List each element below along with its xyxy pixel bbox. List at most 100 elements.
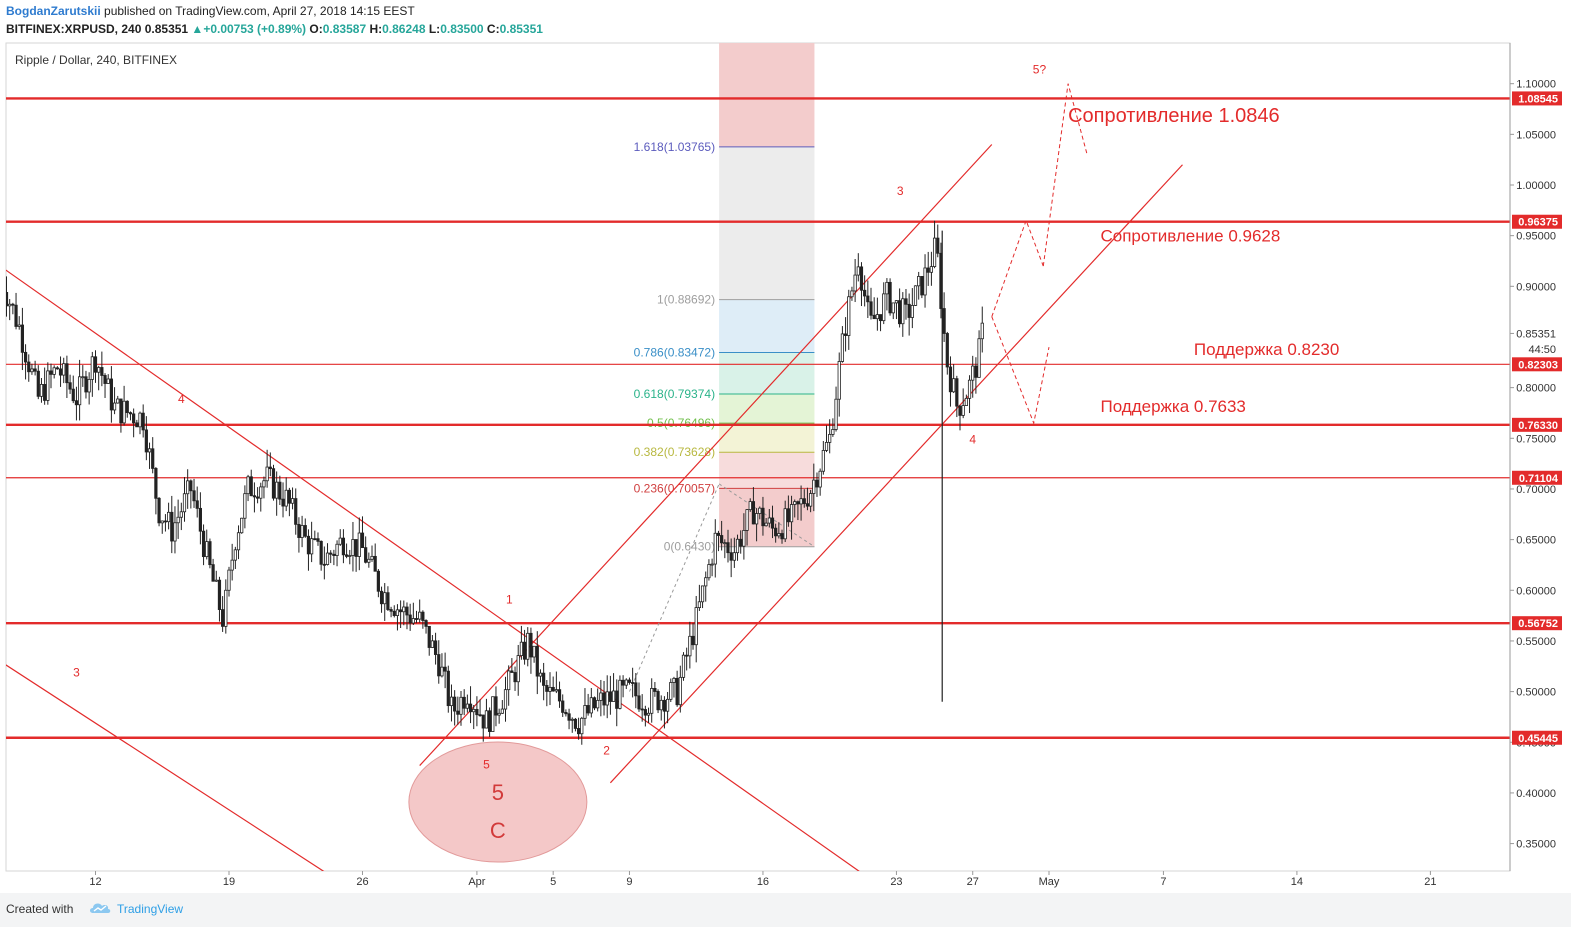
candle [192,478,196,508]
candle [297,517,301,553]
projection-path-0 [991,316,1050,425]
candle-body [297,523,301,538]
candle-body [526,632,530,660]
candle-body [783,508,787,540]
candle [364,536,368,564]
candle-body [344,554,349,557]
candle-body [163,520,168,523]
candle [675,670,679,707]
candle-body [666,698,670,712]
candle-body [650,688,654,714]
candle-body [329,552,333,555]
candle [774,523,778,543]
candle-body [446,670,450,707]
candle-body [901,298,905,325]
candle-body [685,654,689,657]
candle [577,717,581,740]
fib-zone-1 [719,299,815,353]
candle-body [122,400,126,424]
candle [488,707,492,737]
candle [545,680,549,707]
candle-body [465,703,469,709]
candle-body [351,539,355,556]
candle [211,558,215,582]
candle [303,518,307,538]
candle [732,537,736,568]
candle-body [68,382,72,390]
candle [831,418,835,437]
candle-body [726,542,730,554]
candle [513,666,517,691]
candle-body [964,397,968,406]
candle-body [227,569,231,591]
candle [125,400,129,418]
candle [570,717,574,733]
candle-body [920,276,924,296]
candle [205,529,209,560]
candle [967,375,972,414]
tradingview-link[interactable]: TradingView [117,902,184,916]
candle-body [437,654,441,677]
candle-body [414,618,419,620]
candle-body [764,522,768,527]
candle [424,619,428,634]
candle-body [221,609,225,627]
candle [634,673,638,709]
candle-body [265,466,269,482]
candle [497,708,501,724]
candle-body [81,376,85,379]
candle-body [564,712,568,715]
author-link[interactable]: BogdanZarutskii [6,4,101,18]
candle [507,665,511,706]
candle-body [290,498,295,504]
candle-body [812,479,816,494]
candle [379,586,384,613]
candle-body [653,688,657,692]
candle-body [268,466,272,470]
candle [43,367,47,405]
candle [780,529,784,544]
candle-body [542,672,546,686]
y-tick-label: 0.95000 [1516,231,1556,243]
candle-body [128,412,133,415]
candle-body [742,530,746,547]
candle [977,330,981,378]
candle [8,299,12,321]
candle-body [977,338,981,378]
candle-body [246,476,250,495]
candle [87,372,91,405]
candle [100,351,104,387]
candle [475,696,479,727]
candle-body [43,384,47,401]
candle [548,672,552,706]
candle [767,509,771,528]
candle-body [125,400,129,413]
candle-body [65,363,69,384]
candle [872,297,876,320]
price-tag: 0.76330 [1518,420,1558,432]
candle [586,693,590,716]
candle [119,398,123,433]
candle [344,543,349,559]
candle [964,394,968,406]
candle-body [967,379,972,399]
candle [217,576,222,622]
y-tick-label: 0.85351 [1516,328,1556,340]
candle-body [631,682,635,684]
candle-body [112,402,117,411]
candle [465,694,469,713]
candle-body [503,689,508,710]
candle-body [672,677,676,683]
candle [828,419,832,454]
wave-label: 3 [897,184,904,198]
candle-body [157,497,161,524]
candle [529,627,533,674]
candle-body [704,577,708,587]
candle [729,538,733,578]
candle-body [885,281,889,295]
price-chart[interactable]: 1.618(1.03765) 1(0.88692) 0.786(0.83472) 0.… [0,0,1571,893]
candle [685,647,689,671]
candle-body [522,641,527,660]
candle [704,571,708,602]
level-annotation: Поддержка 0.8230 [1194,340,1339,359]
